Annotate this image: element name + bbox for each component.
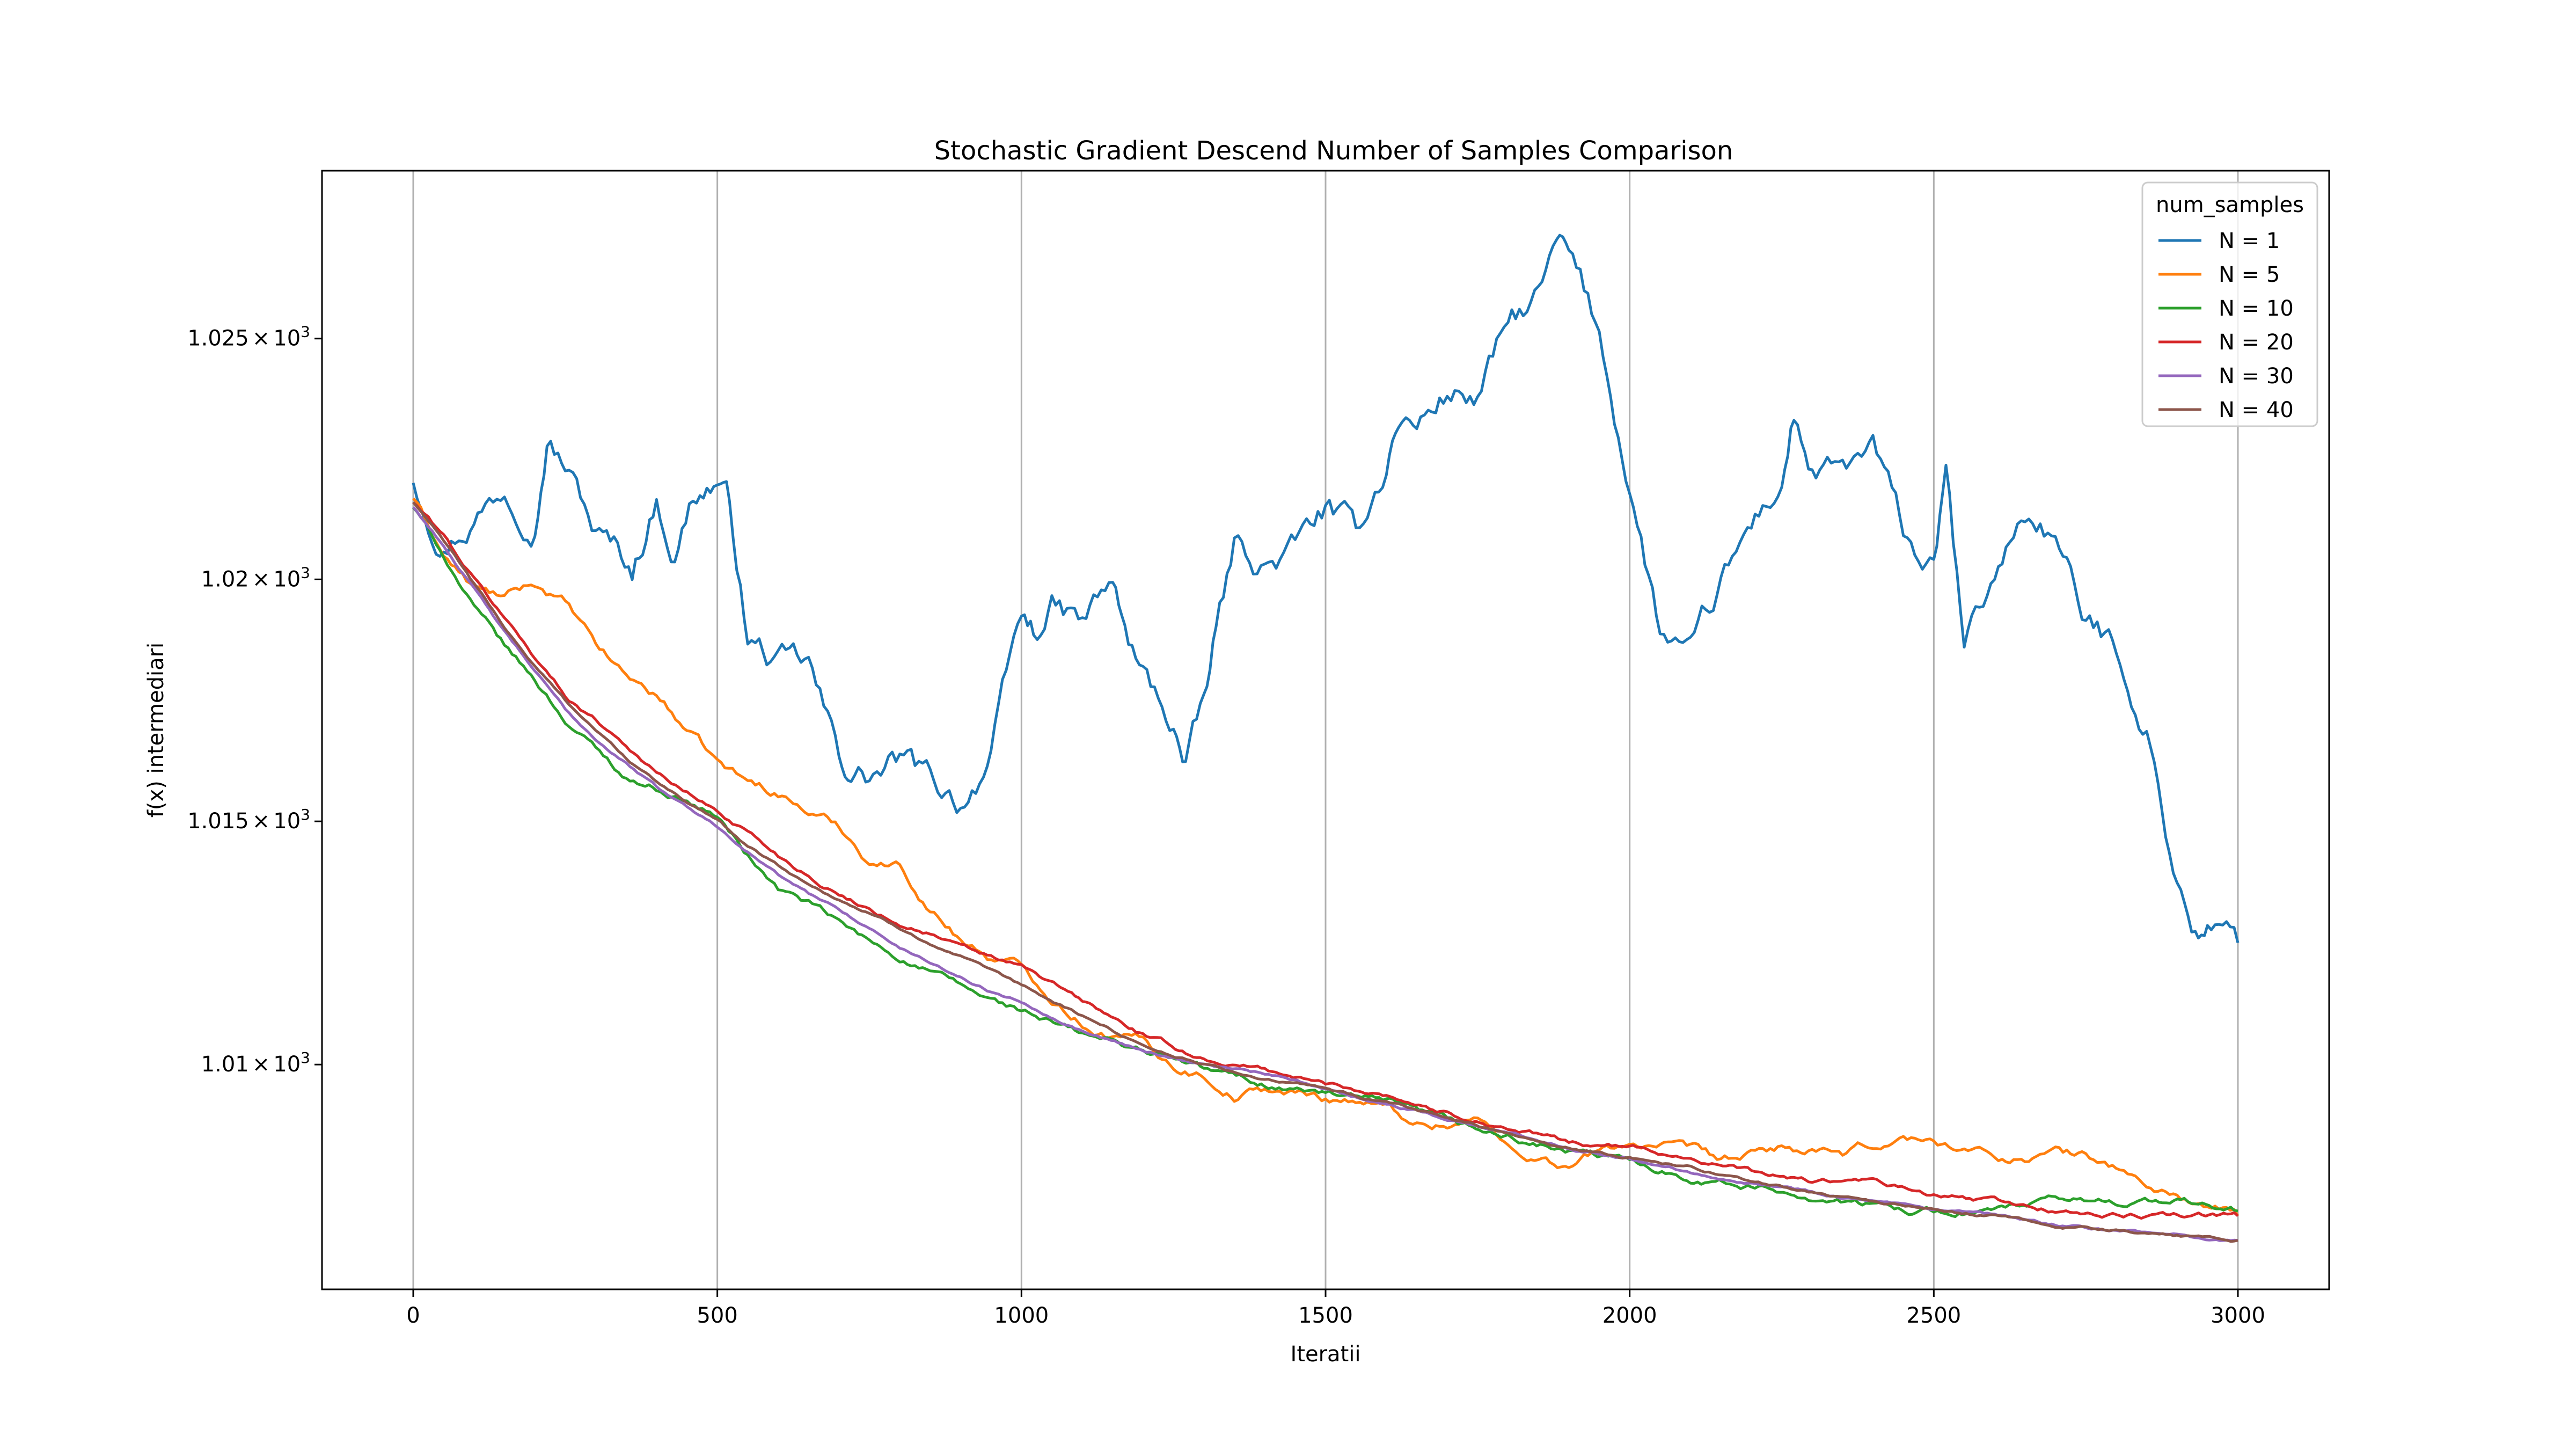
y-tick-base: 1.025 [187,326,249,351]
y-tick-mult: × [252,567,270,592]
x-tick-label: 3000 [2211,1303,2265,1328]
y-tick-label: 1.025 × 103 [187,323,310,351]
legend-label: N = 1 [2219,229,2280,253]
y-tick-exp: 3 [301,564,310,581]
x-axis: 0 500 1000 1500 2000 2500 3000 [406,1289,2265,1328]
y-tick-exp: 3 [301,323,310,341]
x-tick-label: 1000 [994,1303,1049,1328]
y-tick-label: 1.02 × 103 [201,564,310,592]
x-tick-label: 0 [406,1303,420,1328]
y-tick-mult: × [252,1052,270,1077]
series-line-n-20 [412,501,2239,1220]
series-line-n-40 [412,501,2238,1243]
series-line-n-1 [412,234,2240,944]
grid-lines [412,171,2239,1289]
y-tick-exp-base: 10 [273,1052,301,1077]
y-tick-exp-base: 10 [273,809,301,834]
x-tick-label: 2500 [1906,1303,1961,1328]
y-tick-exp-base: 10 [273,326,301,351]
legend-label: N = 20 [2219,330,2294,355]
x-axis-label: Iteratii [1291,1342,1361,1367]
legend-label: N = 10 [2219,296,2294,321]
y-tick-label: 1.015 × 103 [187,806,310,834]
y-axis-label: f(x) intermediari [144,643,169,818]
y-tick-base: 1.015 [187,809,249,834]
y-tick-base: 1.01 [201,1052,249,1077]
x-tick-label: 1500 [1298,1303,1353,1328]
legend-title: num_samples [2156,193,2304,217]
legend-label: N = 40 [2219,398,2294,422]
legend-entries: N = 1 N = 5 N = 10 N = 20 N = 30 N = 40 [2158,229,2294,422]
series-line-n-5 [412,498,2240,1217]
x-tick-label: 2000 [1602,1303,1657,1328]
y-tick-exp: 3 [301,1049,310,1067]
y-tick-exp: 3 [301,806,310,823]
y-tick-exp-base: 10 [273,567,301,592]
legend: num_samples N = 1 N = 5 N = 10 N = 20 N = 30… [2141,181,2318,427]
y-tick-mult: × [252,809,270,834]
y-tick-mult: × [252,326,270,351]
legend-label: N = 30 [2219,364,2294,389]
x-tick-label: 500 [697,1303,737,1328]
y-tick-base: 1.02 [201,567,249,592]
y-tick-label: 1.01 × 103 [201,1049,310,1077]
legend-box [2141,181,2318,427]
series-lines [412,234,2240,1243]
chart-title: Stochastic Gradient Descend Number of Sa… [934,136,1733,166]
legend-label: N = 5 [2219,262,2280,287]
